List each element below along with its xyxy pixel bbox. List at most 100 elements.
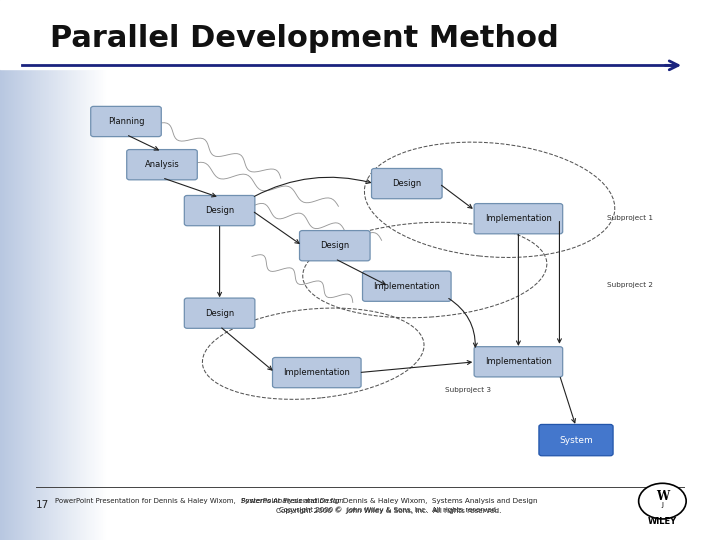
Bar bbox=[69, 0, 71, 540]
Bar bbox=[34, 0, 35, 540]
Bar bbox=[83, 0, 84, 540]
Bar bbox=[99, 0, 100, 540]
Bar bbox=[84, 0, 85, 540]
Bar bbox=[43, 0, 44, 540]
Bar bbox=[95, 0, 96, 540]
Bar bbox=[12, 0, 13, 540]
Bar bbox=[80, 0, 81, 540]
Bar bbox=[44, 0, 45, 540]
Bar bbox=[21, 0, 22, 540]
FancyBboxPatch shape bbox=[362, 271, 451, 301]
FancyBboxPatch shape bbox=[474, 347, 563, 377]
Bar bbox=[91, 0, 92, 540]
Bar bbox=[73, 0, 75, 540]
Bar bbox=[12, 0, 14, 540]
Bar bbox=[3, 0, 4, 540]
Bar bbox=[42, 0, 43, 540]
Bar bbox=[23, 0, 24, 540]
Text: PowerPoint Presentation for Dennis & Haley Wixom,: PowerPoint Presentation for Dennis & Hal… bbox=[55, 498, 238, 504]
Text: Subproject 1: Subproject 1 bbox=[607, 214, 653, 221]
Bar bbox=[75, 0, 76, 540]
Bar bbox=[46, 0, 47, 540]
Bar bbox=[0, 0, 1, 540]
Text: Copyright 2000 ©  John Wiley & Sons, Inc.  All rights reserved.: Copyright 2000 © John Wiley & Sons, Inc.… bbox=[279, 507, 498, 513]
Bar bbox=[93, 0, 94, 540]
Bar bbox=[4, 0, 6, 540]
Bar bbox=[85, 0, 86, 540]
Text: Implementation: Implementation bbox=[485, 214, 552, 223]
Bar bbox=[62, 0, 63, 540]
Bar bbox=[76, 0, 78, 540]
FancyBboxPatch shape bbox=[184, 298, 255, 328]
Bar bbox=[18, 0, 19, 540]
Bar bbox=[66, 0, 68, 540]
Bar bbox=[100, 0, 101, 540]
FancyBboxPatch shape bbox=[539, 424, 613, 456]
Bar bbox=[50, 0, 51, 540]
Bar bbox=[40, 0, 42, 540]
Bar bbox=[48, 0, 49, 540]
Text: W: W bbox=[656, 490, 669, 503]
Bar bbox=[30, 0, 32, 540]
Text: Planning: Planning bbox=[108, 117, 144, 126]
Bar bbox=[63, 0, 64, 540]
Bar bbox=[39, 0, 40, 540]
Bar bbox=[0, 0, 720, 69]
Bar bbox=[37, 0, 39, 540]
Bar bbox=[82, 0, 83, 540]
Bar bbox=[14, 0, 15, 540]
FancyBboxPatch shape bbox=[474, 204, 563, 234]
Bar bbox=[15, 0, 16, 540]
Bar bbox=[90, 0, 91, 540]
Bar bbox=[61, 0, 62, 540]
Text: Implementation: Implementation bbox=[485, 357, 552, 366]
Bar bbox=[68, 0, 69, 540]
Bar bbox=[27, 0, 28, 540]
Bar bbox=[54, 0, 55, 540]
Bar bbox=[49, 0, 50, 540]
Text: J: J bbox=[662, 502, 663, 509]
Bar bbox=[104, 0, 105, 540]
Bar bbox=[10, 0, 11, 540]
Text: Design: Design bbox=[320, 241, 349, 250]
Bar bbox=[101, 0, 102, 540]
Bar bbox=[64, 0, 65, 540]
Bar bbox=[26, 0, 27, 540]
Bar bbox=[53, 0, 54, 540]
Bar bbox=[8, 0, 9, 540]
Text: Copyright 2000 ©  John Wiley & Sons, Inc.  All rights reserved.: Copyright 2000 © John Wiley & Sons, Inc.… bbox=[276, 507, 502, 514]
Bar bbox=[78, 0, 79, 540]
Bar bbox=[16, 0, 17, 540]
Bar bbox=[47, 0, 48, 540]
Bar bbox=[7, 0, 8, 540]
FancyBboxPatch shape bbox=[372, 168, 442, 199]
Text: Subproject 3: Subproject 3 bbox=[445, 387, 491, 393]
Text: Analysis: Analysis bbox=[145, 160, 179, 169]
Text: Design: Design bbox=[205, 206, 234, 215]
Bar bbox=[24, 0, 25, 540]
Bar bbox=[86, 0, 87, 540]
FancyBboxPatch shape bbox=[91, 106, 161, 137]
Text: PowerPoint Presentation for Dennis & Haley Wixom,  Systems Analysis and Design: PowerPoint Presentation for Dennis & Hal… bbox=[240, 498, 537, 504]
Bar bbox=[36, 0, 37, 540]
Bar bbox=[92, 0, 93, 540]
FancyBboxPatch shape bbox=[272, 357, 361, 388]
Bar bbox=[89, 0, 90, 540]
FancyBboxPatch shape bbox=[127, 150, 197, 180]
Bar bbox=[102, 0, 104, 540]
Bar bbox=[17, 0, 18, 540]
Bar bbox=[6, 0, 7, 540]
FancyBboxPatch shape bbox=[184, 195, 255, 226]
Bar bbox=[19, 0, 21, 540]
Bar bbox=[28, 0, 29, 540]
Bar bbox=[32, 0, 33, 540]
Circle shape bbox=[639, 483, 686, 519]
Bar bbox=[33, 0, 34, 540]
Bar bbox=[97, 0, 98, 540]
Text: Design: Design bbox=[392, 179, 421, 188]
Bar bbox=[9, 0, 10, 540]
Bar bbox=[72, 0, 73, 540]
Bar bbox=[58, 0, 60, 540]
Text: 17: 17 bbox=[36, 500, 49, 510]
Text: System: System bbox=[559, 436, 593, 444]
